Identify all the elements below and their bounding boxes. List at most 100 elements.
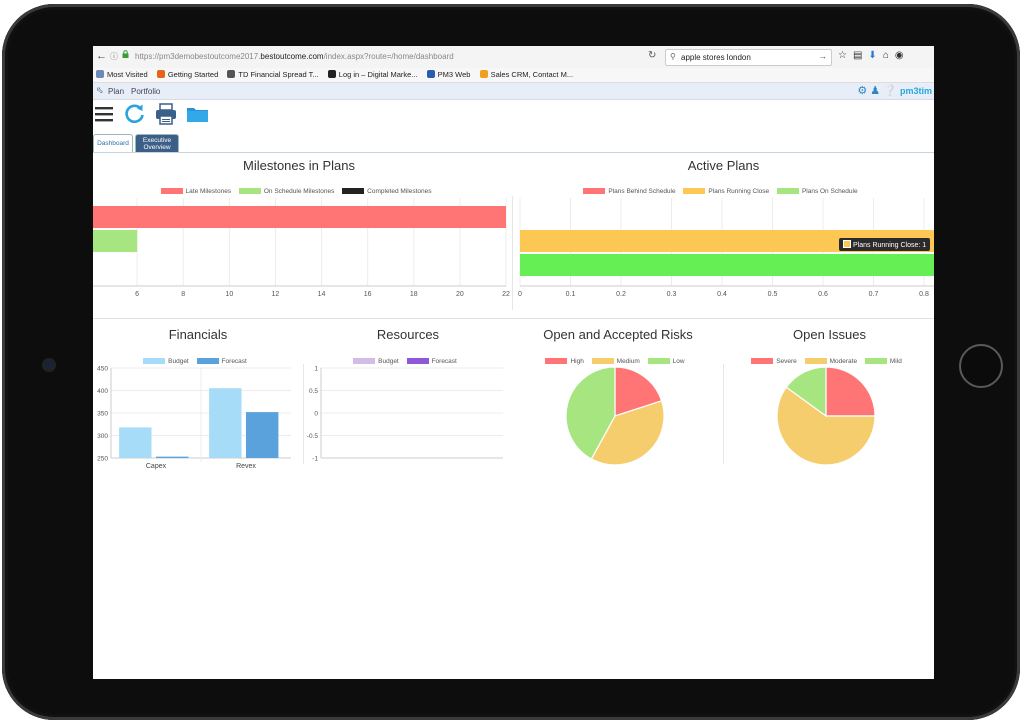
financials-legend: Budget Forecast bbox=[93, 358, 303, 365]
x-tick-label: 8 bbox=[181, 291, 185, 298]
user-icon[interactable]: ♟ bbox=[870, 85, 881, 97]
risks-title: Open and Accepted Risks bbox=[543, 327, 693, 342]
home-button[interactable] bbox=[959, 344, 1003, 388]
legend-item[interactable]: Forecast bbox=[196, 358, 247, 365]
menu-item-plan[interactable]: Plan bbox=[108, 87, 125, 96]
x-tick-label: 10 bbox=[225, 291, 233, 298]
bookmark-item[interactable]: TD Financial Spread T... bbox=[227, 68, 319, 82]
x-tick-label: 6 bbox=[135, 291, 139, 298]
folder-icon[interactable] bbox=[187, 106, 208, 122]
bookmark-icon bbox=[96, 70, 104, 78]
bookmark-item[interactable]: Getting Started bbox=[156, 68, 218, 82]
x-tick-label: 0.6 bbox=[818, 291, 828, 298]
address-bar[interactable]: https://pm3demobestoutcome2017.bestoutco… bbox=[135, 52, 454, 61]
bar bbox=[520, 254, 934, 276]
legend-item[interactable]: High bbox=[545, 358, 584, 365]
legend-item[interactable]: Plans Behind Schedule bbox=[583, 188, 676, 195]
search-query: apple stores london bbox=[681, 53, 751, 62]
chart-tooltip: Plans Running Close: 1 bbox=[839, 238, 931, 251]
legend-item[interactable]: Plans On Schedule bbox=[776, 188, 858, 195]
bookmark-item[interactable]: Sales CRM, Contact M... bbox=[479, 68, 573, 82]
legend-item[interactable]: Budget bbox=[353, 358, 399, 365]
bookmarks-bar: Most Visited Getting Started TD Financia… bbox=[93, 68, 934, 83]
app-logo: pm3tim bbox=[899, 86, 932, 96]
screen: ← ⓘ https://pm3demobestoutcome2017.besto… bbox=[93, 46, 934, 679]
x-tick-label: 0.2 bbox=[616, 291, 626, 298]
resources-chart: 1 0.5 0 -0.5 -1 bbox=[307, 366, 503, 463]
y-tick-label: 300 bbox=[97, 433, 108, 440]
x-tick-label: 0.3 bbox=[667, 291, 677, 298]
bookmark-item[interactable]: PM3 Web bbox=[426, 68, 470, 82]
legend-swatch bbox=[196, 358, 219, 364]
x-tick-label: 0.5 bbox=[768, 291, 778, 298]
pie-slice bbox=[825, 366, 876, 417]
reading-list-icon[interactable]: ▤ bbox=[852, 50, 869, 61]
settings-gear-icon[interactable]: ⚙ bbox=[857, 85, 868, 97]
legend-swatch bbox=[647, 358, 670, 364]
section-divider bbox=[93, 318, 934, 319]
risks-legend: High Medium Low bbox=[513, 358, 723, 365]
legend-item[interactable]: Late Milestones bbox=[160, 188, 231, 195]
x-tick-label: 20 bbox=[456, 291, 464, 298]
cursor-icon: ⬁ bbox=[96, 85, 104, 95]
info-icon[interactable]: ⓘ bbox=[110, 52, 118, 61]
legend-swatch bbox=[545, 358, 568, 364]
legend-swatch bbox=[143, 358, 166, 364]
legend-swatch bbox=[406, 358, 429, 364]
refresh-icon[interactable] bbox=[124, 103, 145, 124]
legend-item[interactable]: Plans Running Close bbox=[683, 188, 769, 195]
bar bbox=[119, 427, 152, 458]
legend-item[interactable]: Forecast bbox=[406, 358, 457, 365]
home-icon[interactable]: ⌂ bbox=[882, 50, 895, 61]
menu-hamburger-icon[interactable] bbox=[95, 106, 113, 122]
bar bbox=[520, 230, 934, 252]
legend-item[interactable]: Budget bbox=[143, 358, 189, 365]
menu-item-portfolio[interactable]: Portfolio bbox=[131, 87, 161, 96]
bookmark-item[interactable]: Log in – Digital Marke... bbox=[327, 68, 418, 82]
x-tick-label: 0.4 bbox=[717, 291, 727, 298]
y-tick-label: -1 bbox=[312, 456, 318, 463]
legend-item[interactable]: Severe bbox=[751, 358, 797, 365]
legend-item[interactable]: Mild bbox=[864, 358, 902, 365]
issues-legend: Severe Moderate Mild bbox=[725, 358, 934, 365]
legend-swatch bbox=[160, 188, 183, 194]
legend-item[interactable]: Low bbox=[647, 358, 685, 365]
tab-executive-overview[interactable]: Executive Overview bbox=[135, 134, 179, 152]
legend-item[interactable]: Moderate bbox=[804, 358, 857, 365]
search-field[interactable]: ⚲ apple stores london → bbox=[665, 49, 832, 66]
legend-item[interactable]: On Schedule Milestones bbox=[238, 188, 334, 195]
legend-swatch bbox=[804, 358, 827, 364]
pocket-icon[interactable]: ◉ bbox=[894, 50, 910, 61]
y-tick-label: -0.5 bbox=[307, 433, 319, 440]
camera-icon bbox=[44, 360, 54, 370]
pie-slice bbox=[776, 386, 876, 466]
app-toolbar bbox=[93, 100, 934, 130]
panel-divider bbox=[512, 196, 513, 310]
back-arrow-icon[interactable]: ← bbox=[96, 50, 107, 62]
pie-slice bbox=[590, 400, 665, 466]
download-icon[interactable]: ⬇ bbox=[868, 50, 883, 61]
legend-item[interactable]: Medium bbox=[591, 358, 640, 365]
search-go-icon[interactable]: → bbox=[818, 51, 827, 61]
search-icon: ⚲ bbox=[670, 52, 676, 61]
y-tick-label: 0.5 bbox=[309, 388, 318, 395]
financials-chart: 450 400 350 300 250 Capex Revex bbox=[97, 366, 291, 470]
lock-icon bbox=[122, 50, 129, 58]
reload-icon[interactable]: ↻ bbox=[648, 50, 657, 61]
bookmark-icon bbox=[426, 70, 435, 78]
legend-item[interactable]: Completed Milestones bbox=[342, 188, 431, 195]
y-tick-label: 1 bbox=[314, 366, 318, 373]
resources-legend: Budget Forecast bbox=[303, 358, 513, 365]
x-tick-label: 0.7 bbox=[869, 291, 879, 298]
help-icon[interactable]: ❔ bbox=[883, 85, 897, 97]
star-icon[interactable]: ☆ bbox=[838, 50, 853, 61]
legend-swatch bbox=[238, 188, 261, 194]
app-menu-bar: ⬁ Plan Portfolio ⚙ ♟ ❔ pm3tim bbox=[93, 83, 934, 100]
panel-divider bbox=[723, 364, 724, 464]
tab-dashboard[interactable]: Dashboard bbox=[93, 134, 133, 152]
print-icon[interactable] bbox=[155, 103, 177, 125]
issues-title: Open Issues bbox=[793, 327, 866, 342]
bar bbox=[156, 456, 189, 458]
bookmark-item[interactable]: Most Visited bbox=[96, 68, 148, 82]
x-tick-label: 0.8 bbox=[919, 291, 929, 298]
